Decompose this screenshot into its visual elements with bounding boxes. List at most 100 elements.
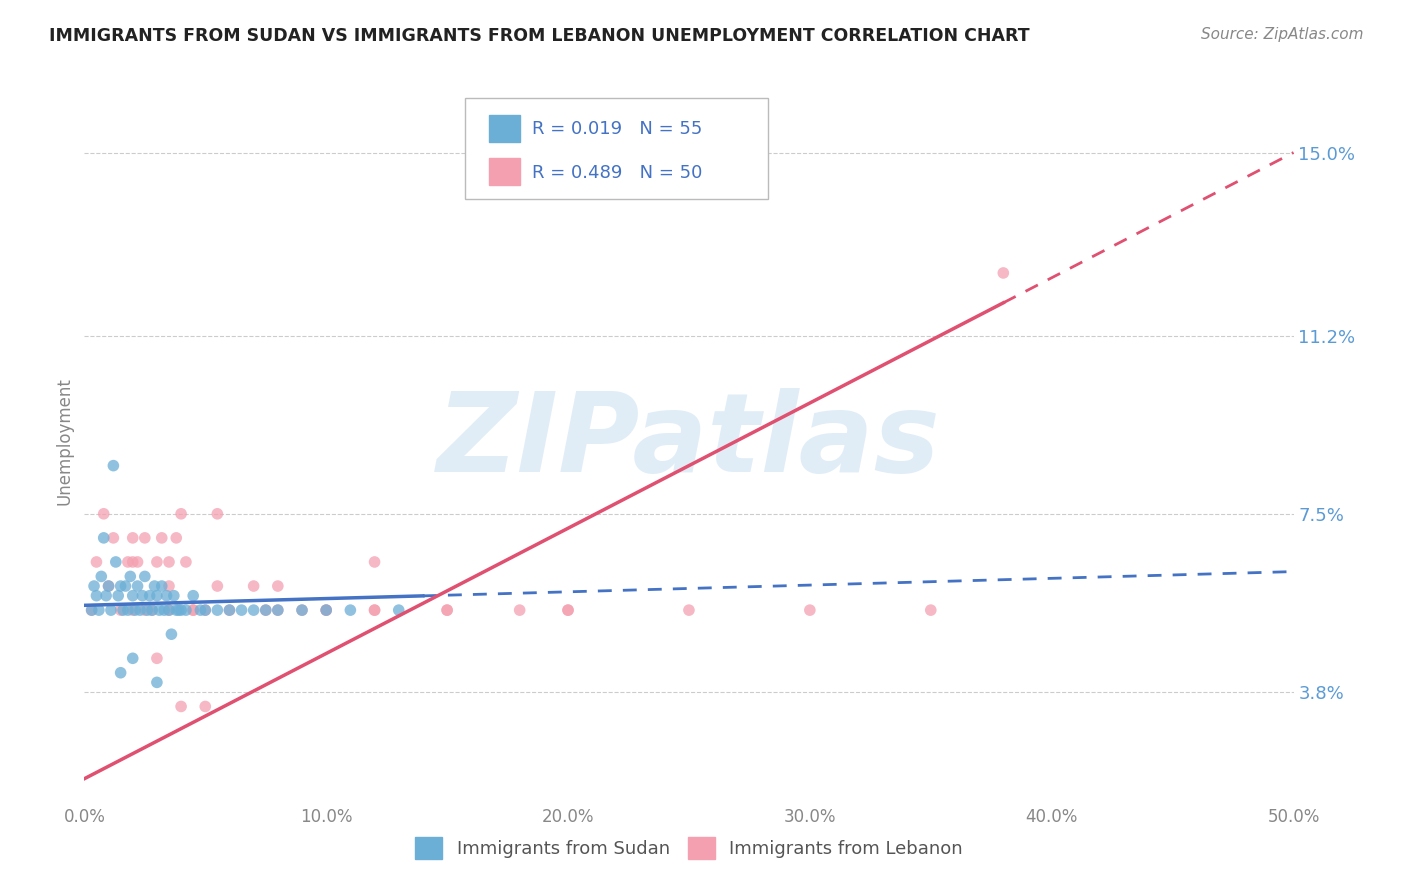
- Point: [363, 555, 385, 569]
- Point: [80, 603, 103, 617]
- Point: [181, 589, 204, 603]
- Point: [291, 603, 314, 617]
- Point: [181, 603, 204, 617]
- Point: [231, 603, 253, 617]
- Point: [165, 531, 187, 545]
- Point: [134, 569, 156, 583]
- Point: [150, 531, 173, 545]
- Point: [117, 603, 139, 617]
- Point: [363, 603, 385, 617]
- Point: [167, 603, 190, 617]
- Point: [242, 603, 264, 617]
- Point: [127, 579, 149, 593]
- Point: [993, 266, 1015, 280]
- Bar: [489, 114, 520, 142]
- Point: [124, 603, 146, 617]
- Point: [315, 603, 337, 617]
- Point: [799, 603, 821, 617]
- Point: [138, 589, 160, 603]
- Point: [242, 579, 264, 593]
- Point: [194, 699, 217, 714]
- Y-axis label: Unemployment: Unemployment: [55, 377, 73, 506]
- Point: [94, 589, 117, 603]
- Point: [509, 603, 531, 617]
- Point: [110, 603, 132, 617]
- Point: [146, 555, 169, 569]
- Point: [100, 603, 122, 617]
- Point: [339, 603, 361, 617]
- Point: [141, 603, 163, 617]
- Point: [436, 603, 458, 617]
- Point: [315, 603, 337, 617]
- Bar: [489, 158, 520, 185]
- Point: [557, 603, 579, 617]
- Point: [83, 579, 105, 593]
- Point: [129, 603, 152, 617]
- Point: [121, 651, 143, 665]
- Point: [363, 603, 385, 617]
- Point: [170, 507, 193, 521]
- Point: [97, 579, 120, 593]
- Text: Source: ZipAtlas.com: Source: ZipAtlas.com: [1201, 27, 1364, 42]
- Point: [291, 603, 314, 617]
- Point: [103, 458, 125, 473]
- Point: [267, 603, 290, 617]
- Text: R = 0.489   N = 50: R = 0.489 N = 50: [531, 164, 702, 182]
- Point: [141, 603, 163, 617]
- Point: [93, 531, 115, 545]
- Point: [254, 603, 277, 617]
- Point: [86, 555, 108, 569]
- Point: [170, 603, 193, 617]
- Point: [157, 603, 180, 617]
- Point: [194, 603, 217, 617]
- Legend: Immigrants from Sudan, Immigrants from Lebanon: Immigrants from Sudan, Immigrants from L…: [408, 830, 970, 866]
- Point: [920, 603, 942, 617]
- Point: [174, 603, 197, 617]
- Point: [155, 589, 177, 603]
- Point: [160, 627, 183, 641]
- Point: [678, 603, 700, 617]
- Point: [163, 589, 186, 603]
- Point: [157, 603, 180, 617]
- Point: [174, 555, 197, 569]
- Point: [146, 675, 169, 690]
- Point: [436, 603, 458, 617]
- Point: [86, 589, 108, 603]
- Point: [207, 603, 229, 617]
- Point: [134, 531, 156, 545]
- Point: [136, 603, 159, 617]
- Point: [148, 603, 170, 617]
- Point: [388, 603, 411, 617]
- Text: IMMIGRANTS FROM SUDAN VS IMMIGRANTS FROM LEBANON UNEMPLOYMENT CORRELATION CHART: IMMIGRANTS FROM SUDAN VS IMMIGRANTS FROM…: [49, 27, 1029, 45]
- FancyBboxPatch shape: [465, 98, 768, 200]
- Point: [207, 507, 229, 521]
- Point: [121, 603, 143, 617]
- Point: [97, 579, 120, 593]
- Point: [157, 579, 180, 593]
- Point: [181, 603, 204, 617]
- Point: [110, 579, 132, 593]
- Point: [218, 603, 240, 617]
- Point: [143, 579, 166, 593]
- Point: [107, 589, 129, 603]
- Point: [170, 699, 193, 714]
- Point: [114, 579, 136, 593]
- Point: [190, 603, 212, 617]
- Point: [267, 579, 290, 593]
- Point: [254, 603, 277, 617]
- Point: [112, 603, 135, 617]
- Text: R = 0.019   N = 55: R = 0.019 N = 55: [531, 120, 702, 138]
- Point: [90, 569, 112, 583]
- Point: [110, 665, 132, 680]
- Point: [557, 603, 579, 617]
- Point: [121, 531, 143, 545]
- Text: ZIPatlas: ZIPatlas: [437, 388, 941, 495]
- Point: [315, 603, 337, 617]
- Point: [218, 603, 240, 617]
- Point: [103, 531, 125, 545]
- Point: [120, 569, 142, 583]
- Point: [146, 651, 169, 665]
- Point: [153, 603, 176, 617]
- Point: [127, 555, 149, 569]
- Point: [117, 555, 139, 569]
